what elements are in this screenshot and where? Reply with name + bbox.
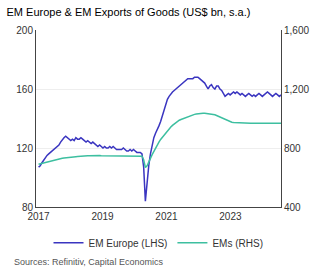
svg-text:160: 160: [16, 84, 33, 95]
svg-text:Sources: Refinitiv, Capital Ec: Sources: Refinitiv, Capital Economics: [14, 257, 163, 267]
svg-text:800: 800: [284, 143, 301, 154]
svg-text:EM Europe (LHS): EM Europe (LHS): [89, 238, 168, 249]
svg-text:2021: 2021: [155, 211, 178, 222]
svg-text:1,600: 1,600: [284, 25, 309, 36]
svg-text:120: 120: [16, 143, 33, 154]
svg-text:2019: 2019: [91, 211, 114, 222]
svg-text:200: 200: [16, 25, 33, 36]
svg-text:80: 80: [22, 202, 34, 213]
svg-text:EM Europe & EM Exports of Good: EM Europe & EM Exports of Goods (US$ bn,…: [7, 6, 251, 18]
svg-text:2017: 2017: [27, 211, 50, 222]
svg-text:EMs (RHS): EMs (RHS): [212, 238, 263, 249]
svg-text:2023: 2023: [219, 211, 242, 222]
svg-text:400: 400: [284, 202, 301, 213]
svg-text:1,200: 1,200: [284, 84, 309, 95]
